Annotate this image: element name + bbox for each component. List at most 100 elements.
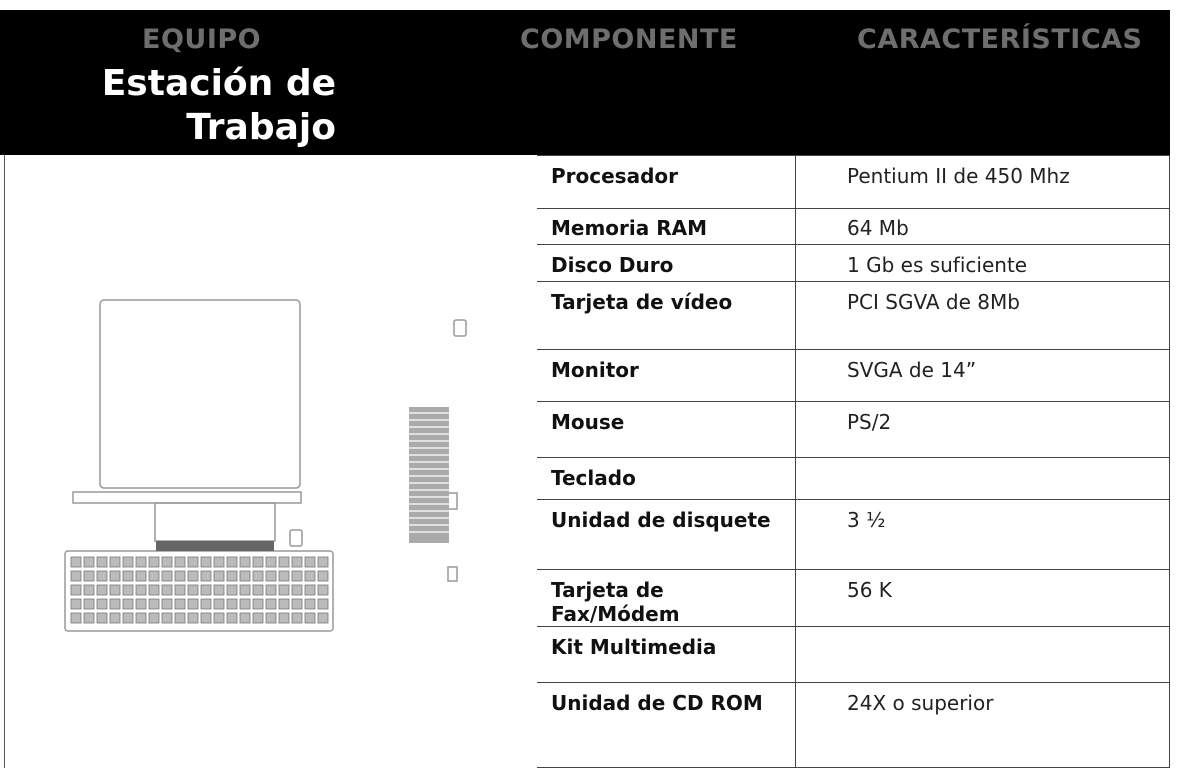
key	[252, 598, 264, 610]
key	[317, 598, 329, 610]
key	[122, 598, 134, 610]
component: Mouse	[537, 402, 796, 457]
key	[304, 584, 316, 596]
key	[304, 570, 316, 582]
feature: 56 K	[847, 578, 892, 602]
table-row: Procesador Pentium II de 450 Mhz	[537, 155, 1170, 209]
key	[291, 598, 303, 610]
key	[213, 598, 225, 610]
table-row: Tarjeta de Fax/Módem 56 K	[537, 570, 1170, 627]
key	[317, 612, 329, 624]
key	[161, 612, 173, 624]
key	[109, 598, 121, 610]
key	[96, 556, 108, 568]
header-band: EQUIPO COMPONENTE CARACTERÍSTICAS Estaci…	[0, 10, 1170, 155]
key	[70, 598, 82, 610]
key	[109, 570, 121, 582]
key	[122, 612, 134, 624]
column-header: COMPONENTE	[520, 24, 738, 55]
key	[265, 556, 277, 568]
key	[96, 598, 108, 610]
key	[226, 556, 238, 568]
key	[213, 570, 225, 582]
key	[278, 612, 290, 624]
table-row: Unidad de CD ROM 24X o superior	[537, 683, 1170, 768]
key	[135, 556, 147, 568]
table-row: Tarjeta de vídeo PCI SGVA de 8Mb	[537, 282, 1170, 350]
column-header: EQUIPO	[142, 24, 262, 55]
table-row: Teclado	[537, 458, 1170, 500]
key	[187, 598, 199, 610]
key	[213, 556, 225, 568]
key	[187, 612, 199, 624]
key	[226, 612, 238, 624]
feature: PS/2	[847, 410, 892, 434]
feature: 24X o superior	[847, 691, 994, 715]
key	[239, 584, 251, 596]
feature	[797, 458, 1170, 499]
key	[70, 584, 82, 596]
component: Unidad de disquete	[537, 500, 796, 569]
table-row: Kit Multimedia	[537, 627, 1170, 683]
component: Kit Multimedia	[537, 627, 796, 682]
key	[291, 556, 303, 568]
key	[200, 570, 212, 582]
key	[70, 556, 82, 568]
key	[70, 570, 82, 582]
key	[226, 584, 238, 596]
feature: 3 ½	[847, 508, 886, 532]
key	[252, 584, 264, 596]
key	[304, 612, 316, 624]
equipment-image-cell	[4, 155, 505, 768]
key	[109, 612, 121, 624]
key	[291, 570, 303, 582]
key	[122, 556, 134, 568]
component: Memoria RAM	[537, 208, 796, 244]
component: Procesador	[537, 156, 796, 208]
key	[239, 612, 251, 624]
key	[161, 556, 173, 568]
key	[148, 584, 160, 596]
key	[96, 584, 108, 596]
key	[278, 584, 290, 596]
key	[174, 612, 186, 624]
key	[200, 612, 212, 624]
component: Unidad de CD ROM	[537, 683, 796, 767]
component: Tarjeta de Fax/Módem	[537, 570, 796, 626]
key	[174, 584, 186, 596]
key	[148, 570, 160, 582]
key	[226, 570, 238, 582]
table-row: Monitor SVGA de 14”	[537, 350, 1170, 402]
column-header: CARACTERÍSTICAS	[857, 24, 1143, 55]
key	[252, 612, 264, 624]
key	[96, 570, 108, 582]
feature: SVGA de 14”	[847, 358, 977, 382]
key	[135, 598, 147, 610]
key	[135, 584, 147, 596]
key	[317, 570, 329, 582]
key	[265, 570, 277, 582]
key	[200, 556, 212, 568]
key	[174, 598, 186, 610]
key	[226, 598, 238, 610]
feature	[797, 627, 1170, 682]
key	[96, 612, 108, 624]
table-row: Mouse PS/2	[537, 402, 1170, 458]
key	[70, 612, 82, 624]
key	[304, 598, 316, 610]
component: Tarjeta de vídeo	[537, 282, 796, 349]
table-border	[1169, 155, 1170, 768]
key	[213, 584, 225, 596]
key	[252, 556, 264, 568]
key	[161, 570, 173, 582]
key	[109, 556, 121, 568]
key	[174, 556, 186, 568]
key	[174, 570, 186, 582]
key	[291, 584, 303, 596]
key	[239, 598, 251, 610]
table-row: Memoria RAM 64 Mb	[537, 208, 1170, 245]
key	[252, 570, 264, 582]
key	[148, 556, 160, 568]
key	[265, 584, 277, 596]
key	[187, 556, 199, 568]
